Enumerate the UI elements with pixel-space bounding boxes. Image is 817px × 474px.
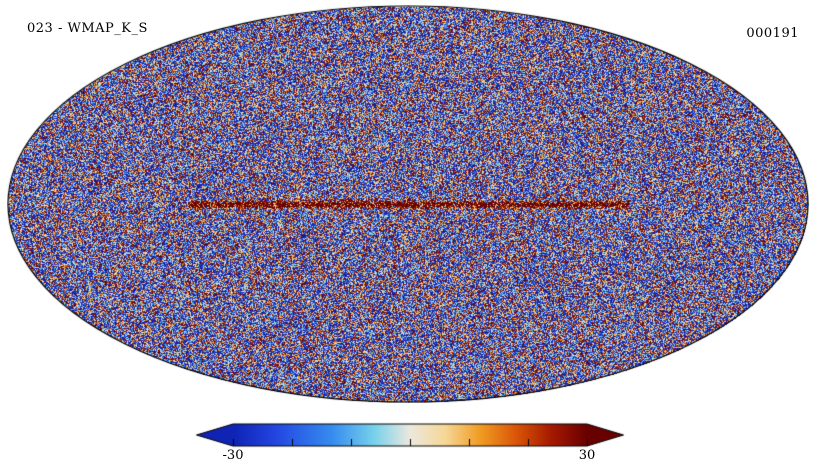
colorbar-min-label: -30 xyxy=(223,448,244,463)
colorbar xyxy=(195,422,625,452)
sky-map-figure: 023 - WMAP_K_S 000191 -30 30 xyxy=(0,0,817,474)
colorbar-max-label: 30 xyxy=(579,448,596,463)
mollweide-sky-map xyxy=(7,5,809,403)
